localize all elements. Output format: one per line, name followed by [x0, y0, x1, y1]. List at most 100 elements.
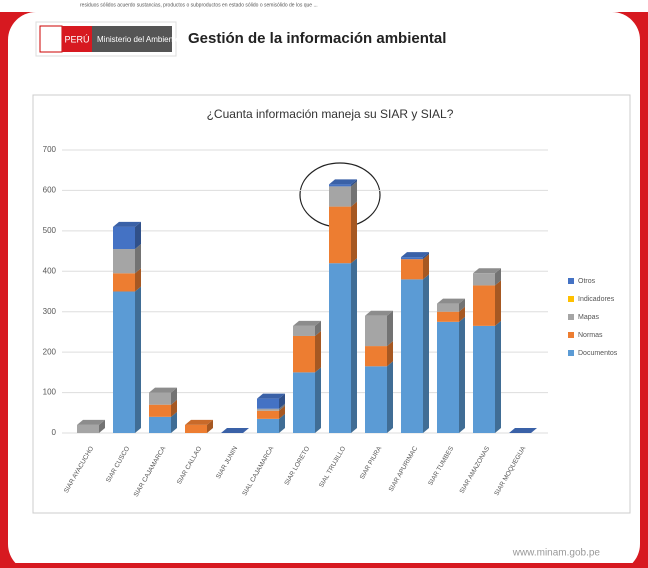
bar-side	[387, 310, 393, 347]
bar-segment	[401, 257, 423, 260]
legend-label: Mapas	[578, 314, 600, 321]
bar-top	[401, 252, 429, 258]
bar-side	[171, 399, 177, 417]
bar-side	[315, 330, 321, 373]
bar-side	[171, 387, 177, 405]
bar-side	[315, 320, 321, 336]
bar-side	[279, 413, 285, 433]
bar-side	[279, 403, 285, 411]
bar-segment	[473, 325, 495, 433]
bar-side	[387, 361, 393, 433]
bar-side	[351, 258, 357, 433]
ministry: Ministerio del Ambiente	[97, 35, 180, 44]
bar-top	[437, 298, 465, 304]
bar-top	[185, 419, 213, 425]
legend-label: Indicadores	[578, 296, 615, 303]
y-tick-label: 400	[43, 266, 57, 275]
bar-side	[207, 419, 213, 433]
bar-side	[459, 298, 465, 312]
bar-segment	[329, 206, 351, 264]
bar-segment	[401, 259, 423, 280]
bar-segment	[437, 311, 459, 322]
bar-side	[135, 268, 141, 292]
shield	[39, 25, 63, 53]
bar-segment	[257, 398, 279, 409]
bar-side	[495, 268, 501, 286]
bar-segment	[293, 372, 315, 433]
bar-side	[387, 341, 393, 367]
footer: www.minam.gob.pe	[512, 548, 601, 559]
bar-side	[495, 280, 501, 326]
bar-segment	[329, 184, 351, 187]
bar-side	[279, 393, 285, 409]
bar-top	[257, 393, 285, 399]
bar-segment	[473, 273, 495, 286]
bar-top	[149, 387, 177, 393]
bar-segment	[77, 424, 99, 433]
bar-side	[495, 320, 501, 433]
brand-box	[62, 26, 92, 52]
bar-side	[351, 179, 357, 187]
bar-side	[135, 221, 141, 250]
bar-segment	[257, 410, 279, 419]
bar-segment	[437, 303, 459, 312]
bar-segment	[473, 285, 495, 326]
y-tick-label: 700	[43, 145, 57, 154]
bar-side	[99, 419, 105, 433]
bar-segment	[149, 416, 171, 433]
bar-side	[315, 367, 321, 433]
bar-side	[135, 286, 141, 433]
bar-segment	[329, 186, 351, 207]
bar-top	[329, 179, 357, 185]
bar-side	[135, 244, 141, 274]
legend-swatch	[568, 314, 574, 320]
bar-segment	[365, 346, 387, 367]
top-note: residuos sólidos acuerdo sustancias, pro…	[80, 2, 318, 8]
bar-side	[459, 306, 465, 322]
bar-segment	[257, 418, 279, 433]
bar-top	[509, 428, 537, 433]
legend-label: Documentos	[578, 350, 618, 357]
legend-swatch	[568, 296, 574, 302]
bar-segment	[149, 404, 171, 417]
bar-segment	[329, 263, 351, 433]
y-tick-label: 100	[43, 388, 57, 397]
bar-segment	[365, 366, 387, 433]
bar-segment	[185, 424, 207, 433]
slide-title: Gestión de la información ambiental	[188, 30, 446, 47]
bar-side	[351, 201, 357, 264]
bar-segment	[113, 226, 135, 250]
legend-label: Otros	[578, 278, 596, 285]
bar-top	[221, 428, 249, 433]
legend-swatch	[568, 278, 574, 284]
legend-swatch	[568, 350, 574, 356]
ministry-box	[92, 26, 172, 52]
legend-swatch	[568, 332, 574, 338]
bar-segment	[113, 273, 135, 292]
bar-side	[171, 411, 177, 433]
bar-top	[365, 310, 393, 316]
bar-segment	[113, 291, 135, 433]
legend-label: Normas	[578, 332, 603, 339]
bar-side	[351, 181, 357, 207]
bar-top	[473, 268, 501, 274]
bar-side	[459, 316, 465, 433]
chart-title: ¿Cuanta información maneja su SIAR y SIA…	[207, 107, 454, 121]
bar-segment	[113, 249, 135, 274]
bar-segment	[149, 392, 171, 405]
bar-segment	[401, 279, 423, 433]
bar-segment	[365, 315, 387, 347]
bar-top	[113, 221, 141, 227]
bar-side	[279, 405, 285, 419]
brand: PERÚ	[64, 34, 89, 44]
bar-segment	[293, 335, 315, 373]
top-strip	[0, 0, 648, 12]
bar-top	[293, 320, 321, 326]
bar-segment	[437, 321, 459, 433]
bar-segment	[257, 408, 279, 411]
bar-side	[423, 252, 429, 260]
bar-side	[423, 274, 429, 433]
bar-top	[77, 419, 105, 425]
bar-side	[423, 254, 429, 280]
